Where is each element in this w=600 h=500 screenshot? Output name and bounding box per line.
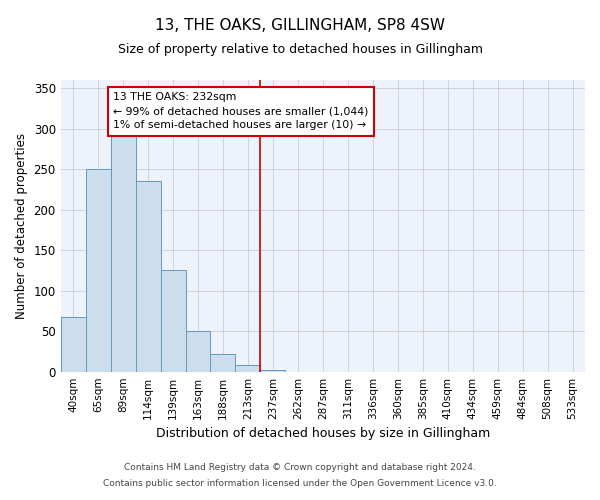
X-axis label: Distribution of detached houses by size in Gillingham: Distribution of detached houses by size … — [156, 427, 490, 440]
Bar — [161, 270, 185, 372]
Y-axis label: Number of detached properties: Number of detached properties — [15, 133, 28, 319]
Text: Contains public sector information licensed under the Open Government Licence v3: Contains public sector information licen… — [103, 478, 497, 488]
Bar — [110, 135, 136, 372]
Bar — [235, 365, 260, 372]
Bar — [136, 182, 161, 372]
Bar — [61, 318, 86, 372]
Bar — [86, 169, 110, 372]
Text: Size of property relative to detached houses in Gillingham: Size of property relative to detached ho… — [118, 42, 482, 56]
Bar — [185, 331, 211, 372]
Text: Contains HM Land Registry data © Crown copyright and database right 2024.: Contains HM Land Registry data © Crown c… — [124, 464, 476, 472]
Text: 13 THE OAKS: 232sqm
← 99% of detached houses are smaller (1,044)
1% of semi-deta: 13 THE OAKS: 232sqm ← 99% of detached ho… — [113, 92, 368, 130]
Text: 13, THE OAKS, GILLINGHAM, SP8 4SW: 13, THE OAKS, GILLINGHAM, SP8 4SW — [155, 18, 445, 32]
Bar — [211, 354, 235, 372]
Bar — [260, 370, 286, 372]
